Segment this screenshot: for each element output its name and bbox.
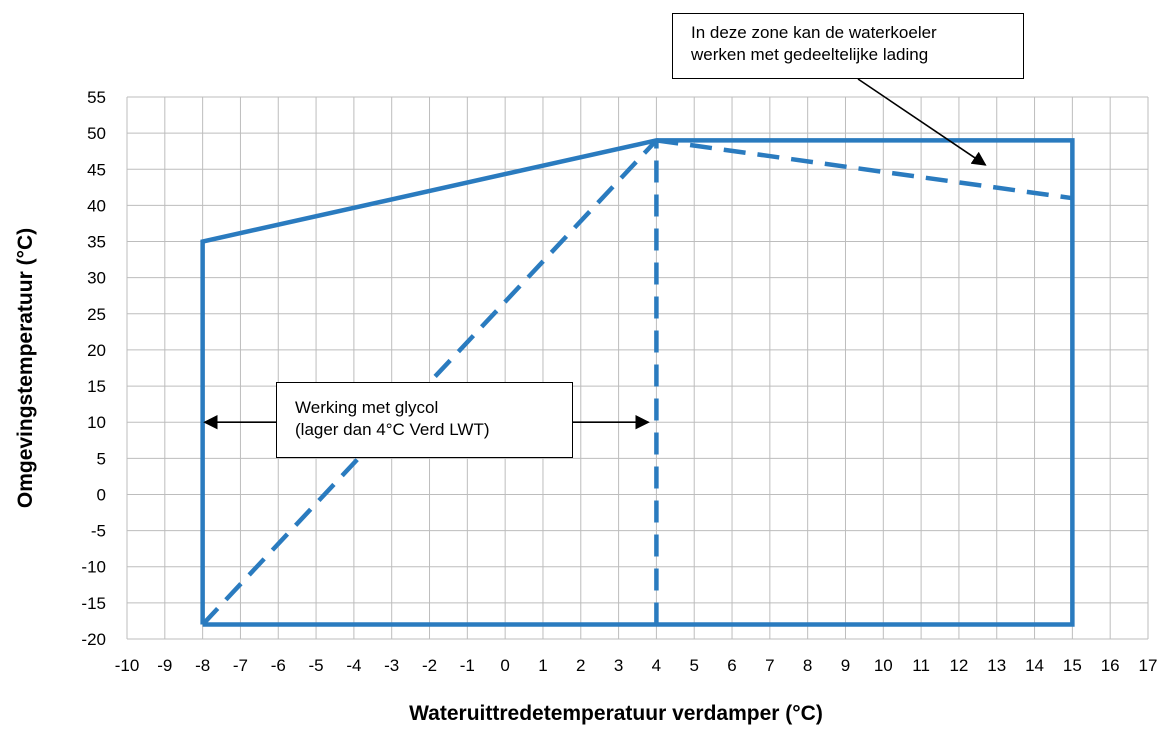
y-tick-label: -5 [91,522,106,541]
dashed-boundary-line-3 [656,138,1073,201]
x-tick-label: 9 [841,656,850,675]
x-tick-label: -6 [271,656,286,675]
x-tick-label: 2 [576,656,585,675]
x-tick-label: -7 [233,656,248,675]
x-tick-label: 8 [803,656,812,675]
chart-series [200,138,1075,627]
y-tick-label: -15 [81,594,106,613]
x-tick-label: 17 [1139,656,1158,675]
glycol-annotation-line-1: Werking met glycol [295,398,439,417]
x-tick-label: 11 [912,656,930,675]
x-tick-label: 12 [949,656,968,675]
y-tick-label: 25 [87,305,106,324]
x-tick-label: -2 [422,656,437,675]
glycol-annotation: Werking met glycol (lager dan 4°C Verd L… [276,382,573,458]
y-tick-label: 0 [97,485,106,504]
partial-load-annotation-line-2: werken met gedeeltelijke lading [691,45,929,64]
y-tick-label: 15 [87,377,106,396]
glycol-annotation-line-2: (lager dan 4°C Verd LWT) [295,420,490,439]
annotation-arrows [203,78,987,430]
x-tick-label: -4 [346,656,361,675]
x-tick-label: 10 [874,656,893,675]
x-tick-label: -9 [157,656,172,675]
partial-load-annotation-line-1: In deze zone kan de waterkoeler [691,23,937,42]
x-tick-label: 13 [987,656,1006,675]
x-tick-label: -3 [384,656,399,675]
x-axis-title: Wateruittredetemperatuur verdamper (°C) [409,702,823,725]
y-tick-label: 45 [87,160,106,179]
x-tick-label: 3 [614,656,623,675]
y-tick-label: 5 [97,449,106,468]
y-tick-label: 50 [87,124,106,143]
chart-grid [126,96,1149,640]
x-tick-label: 0 [500,656,509,675]
partial-load-arrow [857,78,987,166]
y-tick-label: -10 [81,558,106,577]
x-tick-label: 4 [652,656,661,675]
y-tick-label: 55 [87,88,106,107]
operating-envelope-line [200,138,1075,627]
partial-load-annotation: In deze zone kan de waterkoeler werken m… [672,13,1024,79]
x-tick-label: 16 [1101,656,1120,675]
y-tick-label: 30 [87,269,106,288]
x-tick-label: -10 [115,656,140,675]
x-tick-label: -1 [460,656,475,675]
y-axis-title: Omgevingstemperatuur (°C) [14,228,37,508]
x-tick-label: 15 [1063,656,1082,675]
x-tick-label: -8 [195,656,210,675]
x-axis-ticks: -10 -9 -8 -7 -6 -5 -4 -3 -2 -1 0 1 2 3 4 5 6 7 8 9 10 11 12 13 1… [115,656,1158,675]
y-tick-label: 10 [87,413,106,432]
y-tick-label: 40 [87,196,106,215]
y-tick-label: 20 [87,341,106,360]
x-tick-label: 7 [765,656,774,675]
y-tick-label: 35 [87,233,106,252]
y-tick-label: -20 [81,630,106,649]
x-tick-label: 1 [538,656,547,675]
dashed-boundary-line-1 [200,138,659,627]
x-tick-label: 5 [689,656,698,675]
x-tick-label: -5 [309,656,324,675]
x-tick-label: 14 [1025,656,1044,675]
x-tick-label: 6 [727,656,736,675]
